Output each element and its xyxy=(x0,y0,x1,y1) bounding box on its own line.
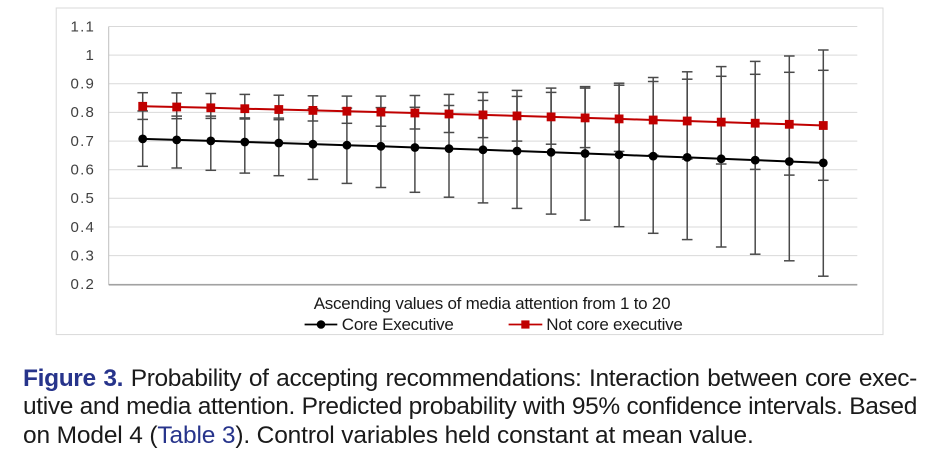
svg-text:1: 1 xyxy=(85,47,95,64)
svg-text:Ascending values of media atte: Ascending values of media attention from… xyxy=(314,294,671,313)
svg-text:0.3: 0.3 xyxy=(71,247,95,264)
svg-text:0.2: 0.2 xyxy=(71,276,95,293)
svg-text:1.1: 1.1 xyxy=(71,18,95,35)
svg-text:Not core executive: Not core executive xyxy=(546,315,682,334)
svg-text:0.7: 0.7 xyxy=(71,133,95,150)
svg-text:0.8: 0.8 xyxy=(71,104,95,121)
svg-text:0.9: 0.9 xyxy=(71,76,95,93)
svg-text:0.5: 0.5 xyxy=(71,190,95,207)
svg-text:Core Executive: Core Executive xyxy=(342,315,454,334)
svg-text:0.6: 0.6 xyxy=(71,162,95,179)
svg-text:0.4: 0.4 xyxy=(71,219,95,236)
